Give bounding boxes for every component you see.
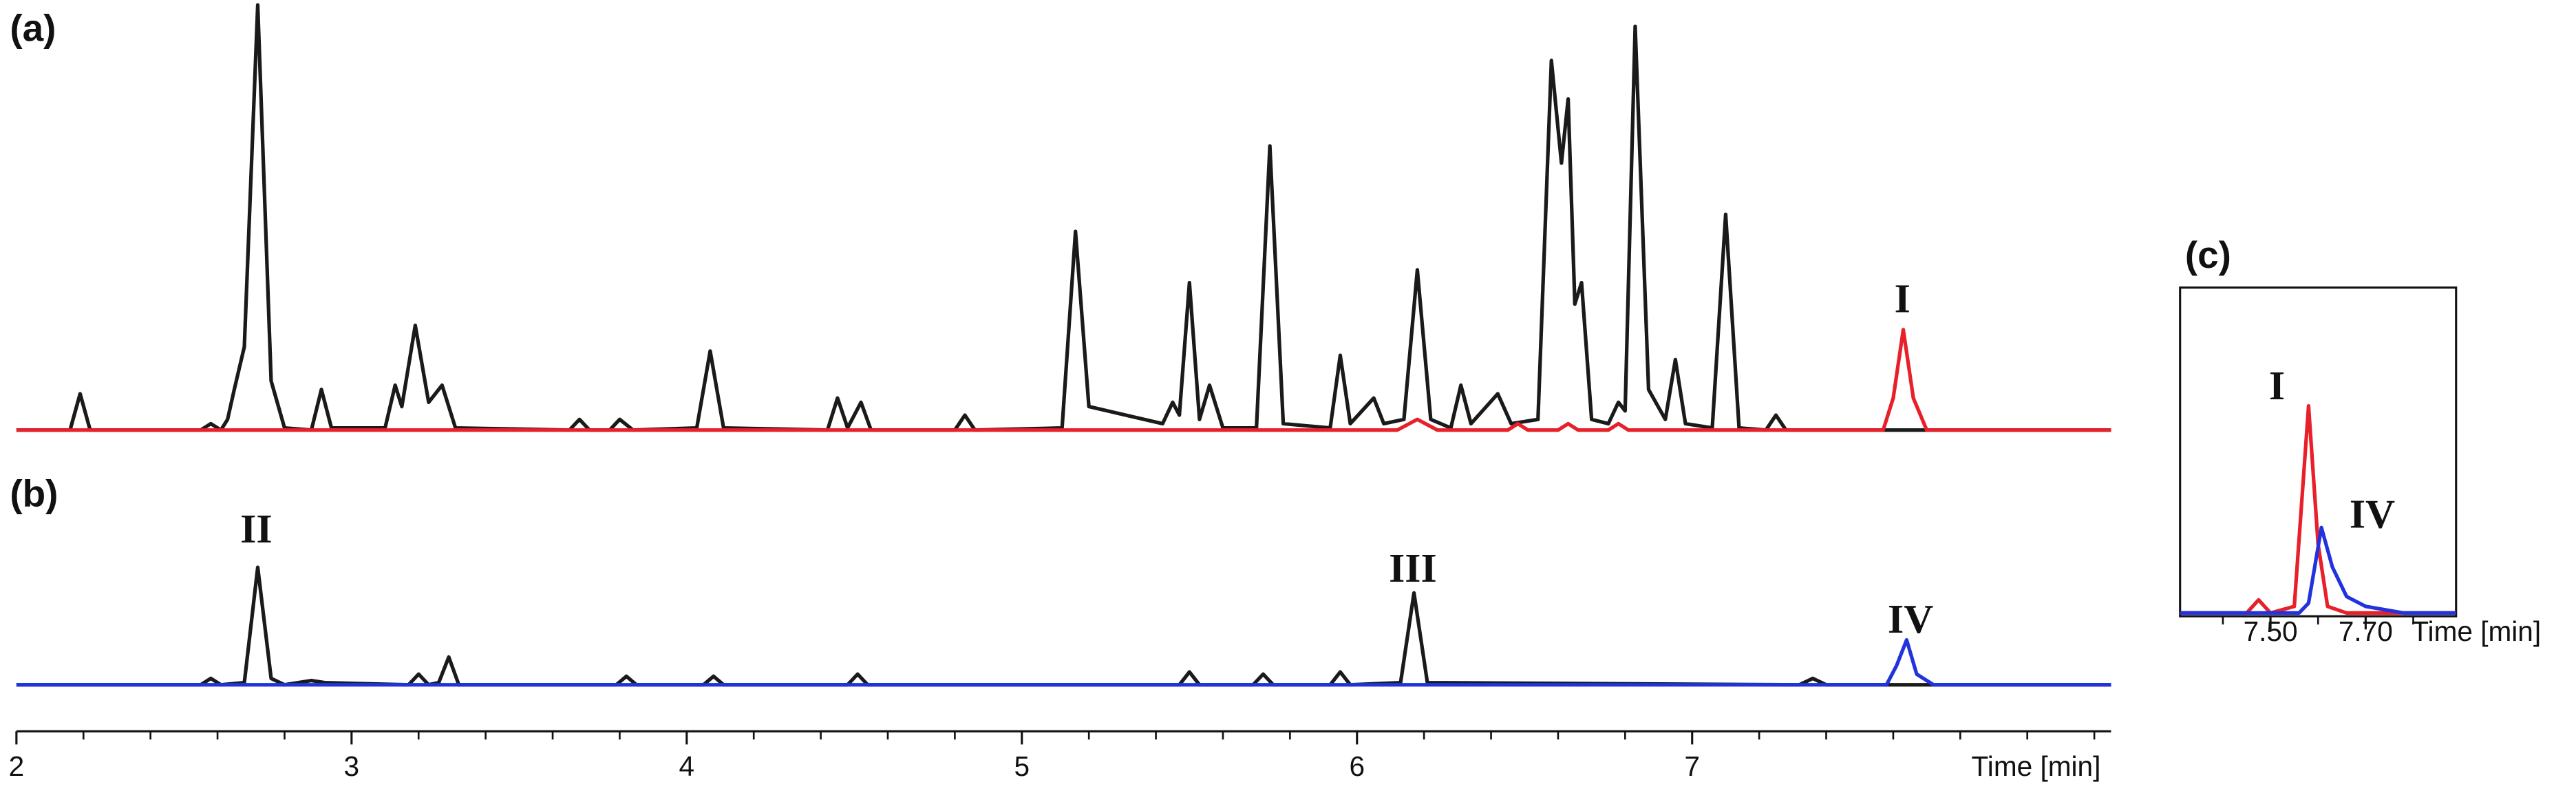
trace	[2180, 525, 2456, 615]
x-tick-label: 4	[679, 750, 695, 782]
peak-annotation: IV	[1888, 596, 1933, 642]
x-axis-label: Time [min]	[1972, 750, 2101, 782]
peak-annotation: IV	[2350, 491, 2395, 536]
peak-annotation: II	[240, 506, 272, 551]
x-tick-label: 7.70	[2339, 615, 2393, 647]
x-tick-label: 3	[344, 750, 360, 782]
peak-annotation: I	[1895, 276, 1910, 321]
trace	[16, 3, 2111, 432]
trace	[16, 637, 2111, 687]
x-tick-label: 2	[9, 750, 25, 782]
panel-label: (c)	[2185, 233, 2231, 276]
trace	[2180, 404, 2456, 615]
inset-frame	[2179, 286, 2458, 618]
trace	[16, 328, 2111, 432]
panel-label: (b)	[10, 472, 58, 514]
trace	[16, 565, 2111, 687]
x-axis-label: Time [min]	[2412, 615, 2541, 647]
x-tick-label: 7.50	[2244, 615, 2298, 647]
peak-annotation: III	[1389, 545, 1437, 591]
x-tick-label: 7	[1684, 750, 1700, 782]
panel-label: (a)	[10, 7, 56, 50]
x-tick-label: 6	[1349, 750, 1365, 782]
peak-annotation: I	[2269, 363, 2285, 408]
x-tick-label: 5	[1014, 750, 1030, 782]
